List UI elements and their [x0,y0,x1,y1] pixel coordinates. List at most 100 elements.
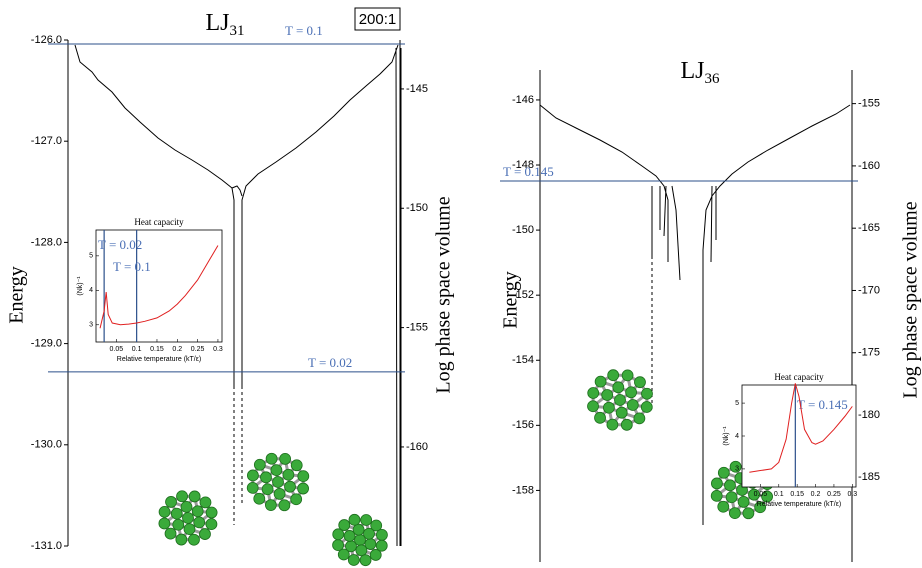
y-tick-label: -146 [512,94,534,106]
y2-tick-label: -145 [406,83,428,95]
inset-title: Heat capacity [134,217,184,227]
atom [711,477,723,490]
atom [725,491,738,504]
branch [241,44,399,386]
branch [702,104,851,525]
atom [375,539,388,552]
atom [261,483,274,496]
atom [737,496,750,508]
inset-x-tick-label: 0.1 [774,491,784,498]
inset-x-tick-label: 0.15 [790,491,804,498]
atom [634,376,646,389]
y-tick-label: -129.0 [31,338,62,350]
atom [612,381,625,394]
atom [626,399,639,411]
atom [193,516,206,529]
heat-capacity-curve [749,383,853,473]
atom [199,496,212,509]
y2-tick-label: -165 [858,222,880,234]
atom [290,459,303,472]
inset-y-tick-label: 3 [89,322,93,329]
atom [614,394,626,406]
atom [360,514,373,526]
inset-x-tick-label: 0.15 [150,346,164,353]
atom [338,519,351,531]
y-tick-label: -156 [512,419,534,431]
title-main: LJ [206,10,230,36]
atom [594,375,607,388]
y2-tick-label: -170 [858,284,880,296]
y2-axis-label: Log phase space volume [433,196,455,393]
atom [165,496,177,508]
atom [710,489,723,502]
atom [191,505,204,518]
atom [359,554,372,567]
atom [270,464,283,476]
atom [754,501,767,514]
atom [247,469,259,482]
inset-x-tick-label: 0.25 [191,346,205,353]
atom [164,527,177,540]
y-tick-label: -126.0 [31,34,62,46]
atom [594,411,606,424]
inset-x-label: Relative temperature (kT/ε) [117,356,201,363]
y2-tick-label: -160 [406,441,428,453]
atom [640,401,653,413]
y-tick-label: -152 [512,289,534,301]
chart-title: LJ36 [681,58,721,88]
atom [742,507,755,520]
y-axis-label: Energy [6,266,28,323]
atom [297,470,310,483]
atom [620,418,633,431]
atom [625,386,637,399]
y-tick-label: -128.0 [31,236,62,248]
atom [621,369,634,382]
atom [297,482,309,495]
atom [279,453,292,465]
inset-x-tick-label: 0.1 [132,346,142,353]
y-tick-label: -158 [512,484,534,496]
atom [332,539,344,551]
inset-x-tick-label: 0.3 [847,491,857,498]
y2-tick-label: -155 [858,98,880,110]
atom [587,400,599,413]
atom [601,389,614,401]
atom [748,488,760,501]
atom [176,490,188,503]
atom [199,528,211,540]
inset-y-label: (Nk)⁻¹ [723,426,730,446]
branch [74,44,235,386]
atom [332,528,345,541]
inset-x-tick-label: 0.2 [811,491,821,498]
atom [272,476,284,488]
atom [253,492,266,505]
atom [729,460,742,473]
atom [761,490,773,503]
chart-title: LJ31 [206,10,245,40]
atom [260,471,272,484]
inset-frame [95,229,223,343]
y-tick-label: -131.0 [31,540,62,552]
atom [180,500,193,513]
atom [158,505,171,518]
atom [603,401,615,414]
tree-2 [539,104,851,525]
title-main: LJ [681,58,705,84]
y2-tick-label: -185 [858,471,880,483]
atom [170,507,183,520]
heat-capacity-curve [99,245,219,329]
atom [273,488,286,500]
branch [539,104,681,281]
inset-y-tick-label: 4 [735,433,739,440]
y-tick-label: -150 [512,224,534,236]
atom [158,517,171,530]
annotation: 200:1 [359,11,397,28]
y2-tick-label: -155 [406,322,428,334]
y-axis-label: Energy [500,271,522,328]
atom [641,387,653,400]
atom [606,418,619,431]
inset-x-tick-label: 0.05 [110,346,124,353]
inset-x-tick-label: 0.25 [827,491,841,498]
atom [633,412,646,425]
atom [282,468,295,481]
